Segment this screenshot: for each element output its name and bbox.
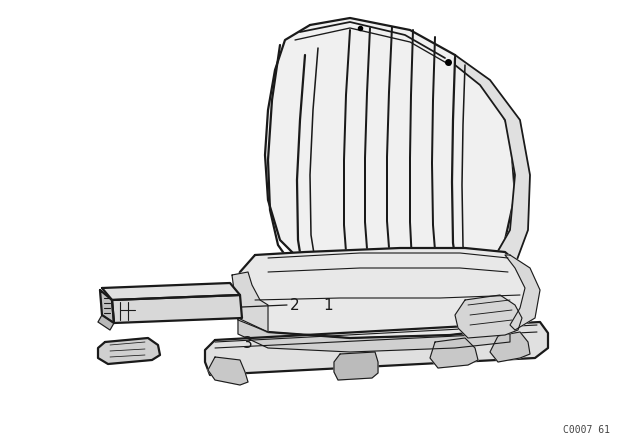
Polygon shape bbox=[102, 283, 240, 300]
Polygon shape bbox=[100, 290, 114, 323]
Polygon shape bbox=[238, 318, 510, 352]
Polygon shape bbox=[455, 295, 522, 338]
Text: C0007 61: C0007 61 bbox=[563, 425, 610, 435]
Polygon shape bbox=[265, 18, 515, 280]
Polygon shape bbox=[232, 272, 268, 332]
Polygon shape bbox=[98, 338, 160, 364]
Text: 3: 3 bbox=[243, 336, 253, 350]
Polygon shape bbox=[208, 357, 248, 385]
Polygon shape bbox=[505, 255, 540, 330]
Text: 2: 2 bbox=[290, 297, 300, 313]
Polygon shape bbox=[232, 248, 535, 338]
Polygon shape bbox=[112, 295, 242, 323]
Polygon shape bbox=[98, 315, 114, 330]
Polygon shape bbox=[455, 55, 530, 278]
Polygon shape bbox=[430, 338, 478, 368]
Polygon shape bbox=[334, 352, 378, 380]
Polygon shape bbox=[490, 332, 530, 362]
Text: 1: 1 bbox=[323, 297, 333, 313]
Polygon shape bbox=[205, 322, 548, 375]
